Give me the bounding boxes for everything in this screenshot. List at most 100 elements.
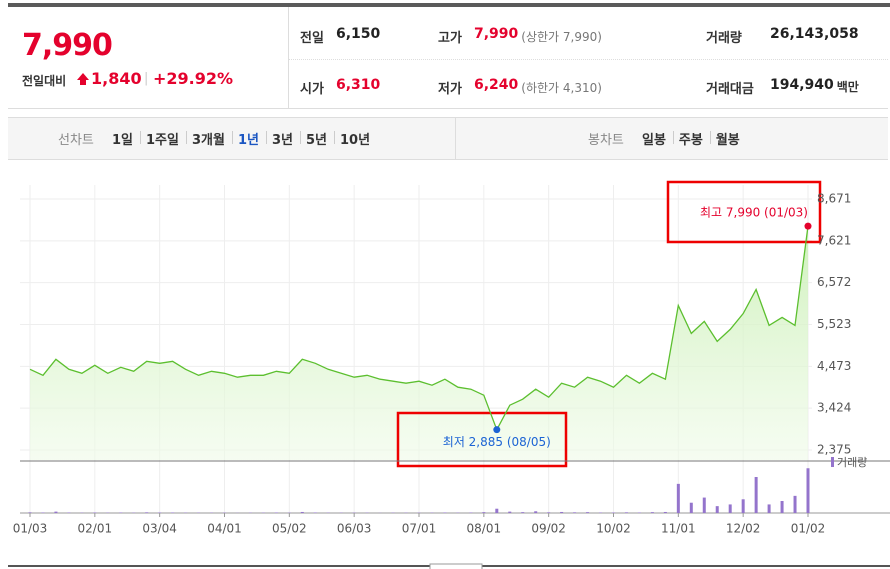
stat-unit: 백만: [836, 80, 859, 94]
volume-bar: [612, 512, 615, 513]
volume-bar: [767, 504, 771, 513]
x-tick-label: 06/03: [337, 522, 372, 536]
legend-swatch: [831, 457, 834, 467]
x-tick-label: 03/04: [142, 522, 177, 536]
stat-value: 6,240: [474, 77, 519, 93]
highlight-box: [396, 411, 568, 468]
volume-bar: [443, 512, 447, 513]
tab-separator: [672, 131, 674, 144]
header: [8, 7, 888, 109]
scroll-handle[interactable]: [429, 563, 483, 569]
stat-label: 거래대금: [706, 82, 754, 97]
tab[interactable]: 월봉: [715, 133, 740, 148]
tab[interactable]: 1주일: [146, 133, 179, 148]
tab[interactable]: 일봉: [642, 133, 666, 148]
row-separator: [289, 59, 888, 60]
stat-value: 194,940: [770, 77, 834, 93]
change-pct: +29.92%: [153, 69, 234, 88]
volume-bar: [534, 511, 538, 513]
stat-note: (상한가 7,990): [521, 30, 602, 44]
volume-bar: [650, 512, 654, 513]
tab-separator: [299, 131, 301, 144]
tab[interactable]: 10년: [340, 133, 371, 148]
tab[interactable]: 주봉: [678, 133, 703, 148]
volume-bar: [637, 512, 641, 513]
up-arrow: [77, 73, 89, 85]
volume-bar: [689, 502, 693, 513]
tab[interactable]: 1일: [112, 133, 134, 148]
volume-bar: [754, 477, 758, 513]
volume-bar: [728, 504, 732, 513]
volume-bar: [93, 512, 97, 513]
x-tick-label: 10/02: [596, 522, 631, 536]
stat-value: 7,990: [474, 26, 519, 42]
volume-bar: [54, 511, 58, 513]
tab-separator: [140, 131, 142, 144]
volume-bar: [274, 512, 278, 513]
volume-bar: [521, 512, 525, 513]
max-point: [804, 222, 812, 230]
change-label: 전일대비: [22, 74, 67, 88]
volume-bar: [573, 512, 577, 513]
stat-label: 거래량: [706, 31, 742, 46]
line-chart-label: 선차트: [58, 133, 94, 148]
x-tick-label: 09/02: [531, 522, 566, 536]
volume-bar: [780, 501, 784, 513]
change: 1,840: [91, 69, 142, 88]
volume-bar: [599, 512, 603, 513]
tab-divider: [455, 118, 456, 159]
x-tick-label: 01/02: [791, 522, 826, 536]
volume-bar: [560, 511, 564, 513]
volume-bar: [508, 511, 512, 513]
tab-separator: [709, 131, 711, 144]
volume-bar: [547, 512, 551, 513]
volume-bar: [793, 495, 797, 513]
y-tick-label: 7,621: [817, 233, 851, 247]
volume-bar: [171, 512, 175, 513]
y-tick-label: 3,424: [817, 401, 851, 415]
tab[interactable]: 3개월: [191, 133, 225, 148]
min-point: [493, 426, 501, 434]
area: [30, 226, 808, 460]
y-tick-label: 2,375: [817, 443, 851, 457]
x-tick-label: 01/03: [13, 522, 48, 536]
price: 7,990: [22, 28, 113, 63]
tab[interactable]: 3년: [271, 133, 293, 148]
volume-bar: [663, 511, 667, 513]
volume-bar: [28, 512, 32, 513]
stat-label: 고가: [438, 31, 462, 46]
y-tick-label: 6,572: [817, 275, 851, 289]
x-tick-label: 02/01: [78, 522, 113, 536]
volume-bar: [469, 512, 473, 513]
stat-label: 저가: [438, 82, 462, 97]
y-tick-label: 8,671: [817, 192, 851, 206]
volume-bar: [41, 512, 45, 513]
volume-bar: [702, 497, 706, 513]
separator: |: [144, 71, 149, 86]
top-bar: [8, 3, 890, 7]
tab[interactable]: 5년: [305, 133, 327, 148]
tab-separator: [185, 131, 187, 144]
stat-value: 6,150: [336, 26, 381, 42]
stat-note: (하한가 4,310): [521, 81, 602, 95]
volume-bar: [119, 512, 123, 513]
volume-bar: [495, 508, 499, 513]
volume-bar: [741, 499, 745, 513]
tab-separator: [265, 131, 267, 144]
volume-bar: [715, 506, 719, 513]
volume-bar: [67, 512, 71, 513]
volume-bar: [806, 468, 810, 513]
stat-value: 26,143,058: [770, 26, 859, 42]
y-tick-label: 4,473: [817, 359, 851, 373]
volume-bar: [158, 512, 162, 513]
tab-separator: [334, 131, 335, 144]
stat-label: 전일: [300, 31, 324, 46]
stat-label: 시가: [300, 82, 324, 97]
x-tick-label: 12/02: [726, 522, 761, 536]
candle-chart-label: 봉차트: [588, 133, 624, 148]
tab[interactable]: 1년: [237, 133, 259, 148]
x-tick-label: 07/01: [402, 522, 437, 536]
stat-value: 6,310: [336, 77, 381, 93]
